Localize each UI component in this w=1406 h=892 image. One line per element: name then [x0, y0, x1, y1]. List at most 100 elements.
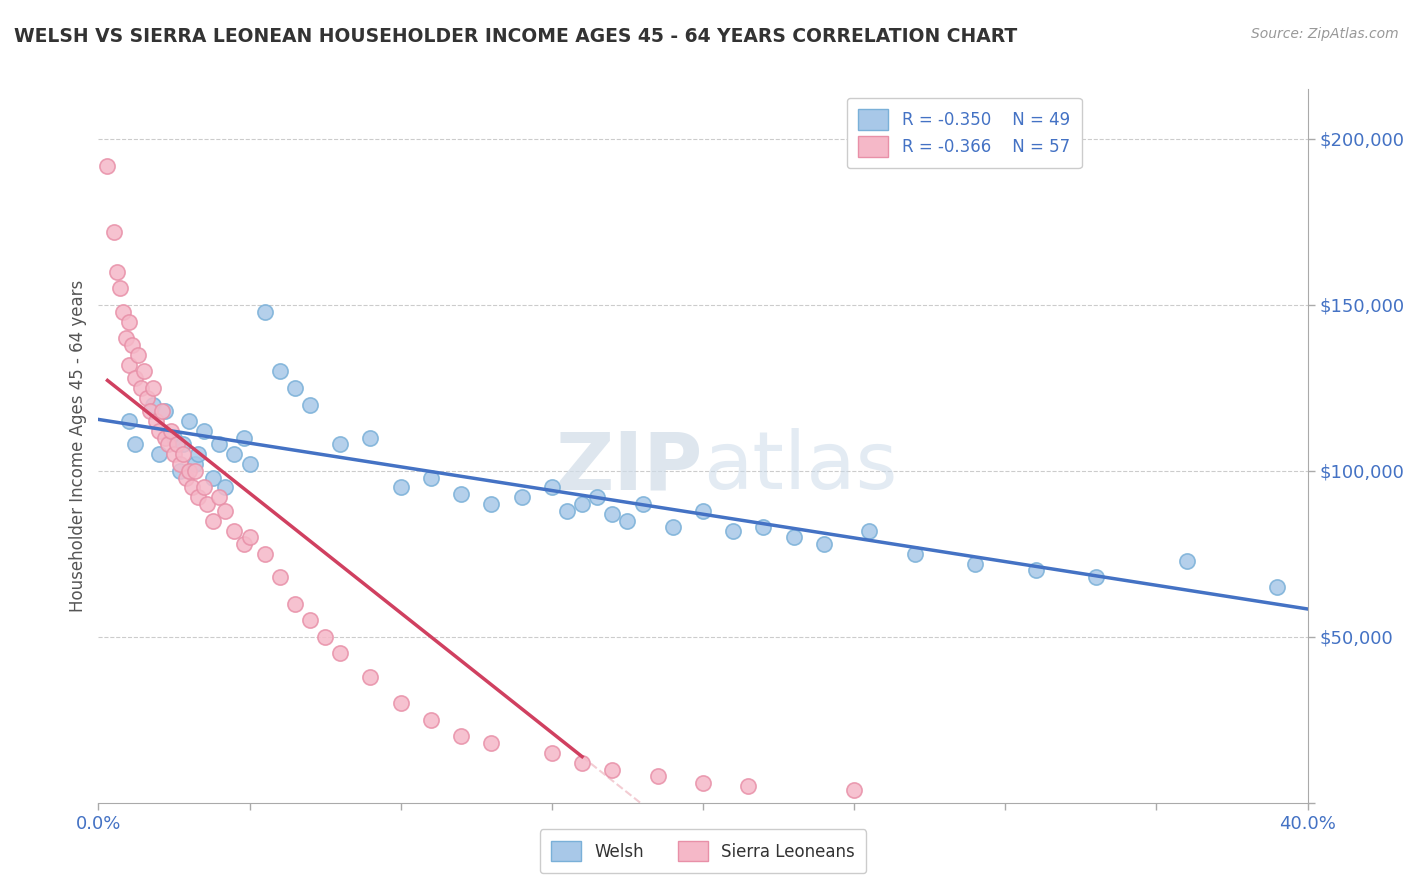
Point — [193, 481, 215, 495]
Point — [142, 397, 165, 411]
Point — [121, 338, 143, 352]
Point — [510, 491, 533, 505]
Point — [224, 524, 246, 538]
Point — [253, 304, 276, 318]
Point — [481, 736, 503, 750]
Point — [239, 530, 262, 544]
Point — [163, 447, 186, 461]
Point — [187, 491, 209, 505]
Point — [723, 524, 745, 538]
Point — [737, 779, 759, 793]
Text: ZIP: ZIP — [555, 428, 703, 507]
Point — [602, 763, 624, 777]
Point — [172, 447, 194, 461]
Point — [965, 557, 987, 571]
Point — [148, 424, 170, 438]
Point — [284, 597, 307, 611]
Text: atlas: atlas — [703, 428, 897, 507]
Point — [481, 497, 503, 511]
Point — [389, 696, 412, 710]
Point — [124, 437, 146, 451]
Point — [389, 481, 412, 495]
Text: Source: ZipAtlas.com: Source: ZipAtlas.com — [1251, 27, 1399, 41]
Point — [166, 437, 188, 451]
Point — [299, 397, 322, 411]
Point — [214, 481, 236, 495]
Point — [153, 431, 176, 445]
Point — [174, 470, 197, 484]
Point — [118, 314, 141, 328]
Point — [647, 769, 669, 783]
Point — [111, 304, 134, 318]
Point — [145, 414, 167, 428]
Point — [586, 491, 609, 505]
Point — [450, 487, 472, 501]
Point — [692, 776, 714, 790]
Point — [142, 381, 165, 395]
Point — [114, 331, 136, 345]
Point — [420, 470, 443, 484]
Point — [172, 437, 194, 451]
Point — [420, 713, 443, 727]
Point — [314, 630, 336, 644]
Point — [181, 481, 204, 495]
Point — [193, 424, 215, 438]
Point — [163, 431, 186, 445]
Point — [160, 424, 183, 438]
Point — [904, 547, 927, 561]
Y-axis label: Householder Income Ages 45 - 64 years: Householder Income Ages 45 - 64 years — [69, 280, 87, 612]
Point — [169, 464, 191, 478]
Point — [179, 414, 201, 428]
Point — [450, 730, 472, 744]
Point — [135, 391, 157, 405]
Point — [269, 364, 291, 378]
Point — [540, 746, 562, 760]
Point — [616, 514, 638, 528]
Point — [858, 524, 880, 538]
Point — [232, 431, 254, 445]
Text: WELSH VS SIERRA LEONEAN HOUSEHOLDER INCOME AGES 45 - 64 YEARS CORRELATION CHART: WELSH VS SIERRA LEONEAN HOUSEHOLDER INCO… — [14, 27, 1018, 45]
Point — [555, 504, 578, 518]
Point — [662, 520, 685, 534]
Point — [299, 613, 322, 627]
Point — [208, 437, 231, 451]
Point — [124, 371, 146, 385]
Point — [239, 457, 262, 471]
Point — [139, 404, 162, 418]
Point — [96, 159, 118, 173]
Point — [360, 431, 382, 445]
Point — [153, 404, 176, 418]
Point — [118, 358, 141, 372]
Point — [631, 497, 654, 511]
Point — [844, 782, 866, 797]
Point — [253, 547, 276, 561]
Point — [108, 281, 131, 295]
Point — [214, 504, 236, 518]
Point — [169, 457, 191, 471]
Point — [602, 507, 624, 521]
Point — [571, 756, 593, 770]
Point — [148, 447, 170, 461]
Point — [269, 570, 291, 584]
Point — [184, 464, 207, 478]
Point — [783, 530, 806, 544]
Point — [105, 265, 128, 279]
Point — [329, 437, 352, 451]
Point — [150, 404, 173, 418]
Point — [1267, 580, 1289, 594]
Point — [752, 520, 775, 534]
Point — [1085, 570, 1108, 584]
Point — [232, 537, 254, 551]
Point — [284, 381, 307, 395]
Point — [208, 491, 231, 505]
Point — [132, 364, 155, 378]
Point — [224, 447, 246, 461]
Point — [813, 537, 835, 551]
Point — [202, 514, 225, 528]
Point — [179, 464, 201, 478]
Point — [1024, 564, 1046, 578]
Point — [103, 225, 125, 239]
Point — [692, 504, 714, 518]
Point — [184, 457, 207, 471]
Point — [118, 414, 141, 428]
